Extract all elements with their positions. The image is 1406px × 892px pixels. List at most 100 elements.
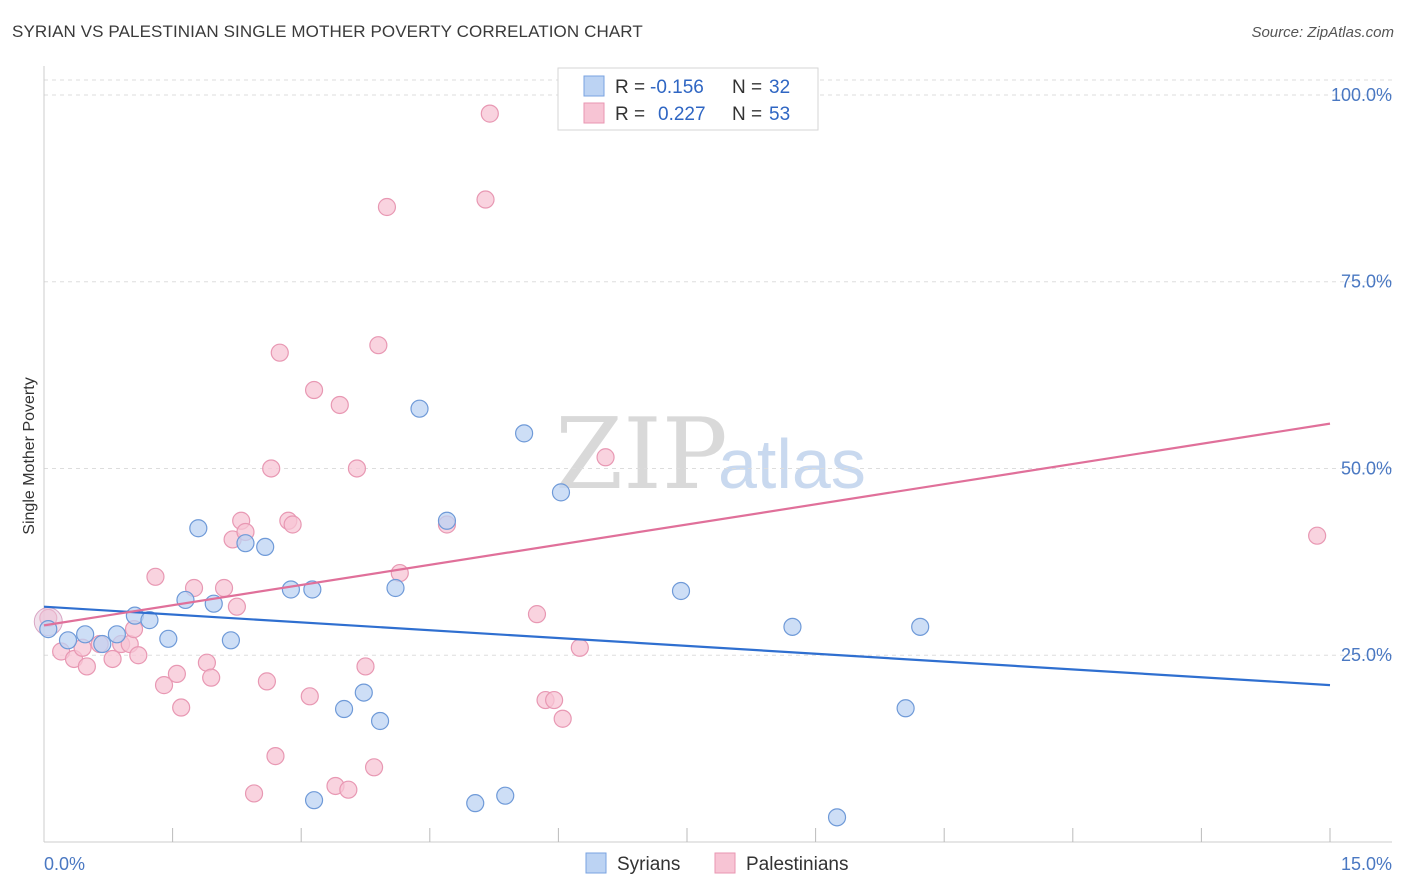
palestinians-point: [356, 657, 375, 676]
chart-title: SYRIAN VS PALESTINIAN SINGLE MOTHER POVE…: [12, 22, 643, 41]
y-axis-label: Single Mother Poverty: [21, 377, 38, 534]
syrians-point: [911, 617, 930, 636]
syrians-point: [140, 611, 159, 630]
palestinians-point: [214, 578, 234, 598]
legend-n-value-palestinians: 53: [769, 104, 790, 125]
palestinians-point: [283, 515, 302, 534]
syrians-points: [39, 399, 930, 827]
palestinians-point: [369, 336, 388, 355]
palestinians-point: [146, 567, 165, 586]
palestinians-point: [364, 758, 384, 777]
syrians-point: [354, 683, 373, 702]
series-legend-swatch-syrians: [585, 852, 607, 874]
legend-r-label-palestinians: R =: [615, 104, 645, 125]
syrians-point: [896, 699, 915, 718]
palestinians-point: [77, 657, 96, 676]
legend-r-value-palestinians: 0.227: [658, 104, 706, 125]
syrians-point: [236, 534, 255, 553]
trend-lines: [43, 422, 1331, 687]
syrians-point: [334, 699, 354, 719]
syrians-point: [466, 794, 485, 813]
palestinians-point: [202, 668, 221, 687]
y-tick-label: 75.0%: [1341, 272, 1392, 292]
syrians-point: [410, 399, 429, 418]
legend-r-value-syrians: -0.156: [650, 77, 704, 98]
syrians-point: [827, 808, 847, 827]
x-tick-label-max: 15.0%: [1341, 854, 1392, 874]
syrians-point: [304, 791, 324, 810]
y-tick-label: 100.0%: [1331, 85, 1392, 105]
syrians-point: [783, 617, 802, 636]
palestinians-point: [300, 687, 319, 706]
syrians-point: [256, 537, 275, 557]
watermark-zip: ZIP: [555, 398, 728, 512]
syrians-point: [93, 634, 112, 654]
palestinians-point: [129, 646, 148, 665]
palestinians-point: [545, 690, 564, 710]
syrians-point: [176, 590, 195, 610]
syrians-point: [107, 625, 126, 644]
legend-swatch-palestinians: [583, 102, 605, 124]
legend-n-label-palestinians: N =: [732, 104, 762, 125]
syrians-point: [159, 629, 178, 648]
axes: [43, 66, 1392, 843]
legend-n-value-syrians: 32: [769, 77, 790, 98]
palestinians-point: [390, 563, 409, 583]
legend-r-label-syrians: R =: [615, 77, 645, 98]
legend-n-label-syrians: N =: [732, 77, 762, 98]
palestinians-point: [197, 653, 216, 672]
syrians-point: [496, 786, 515, 805]
palestinians-point: [480, 104, 499, 123]
palestinians-point: [154, 676, 174, 695]
palestinians-trend-line: [43, 422, 1331, 627]
palestinians-point: [476, 190, 495, 209]
series-legend-swatch-palestinians: [714, 852, 736, 874]
palestinians-point: [527, 605, 547, 624]
palestinians-point: [553, 709, 572, 728]
series-legend: Syrians Palestinians: [585, 852, 848, 875]
palestinians-point: [227, 597, 246, 616]
syrians-point: [76, 625, 95, 644]
syrians-point: [281, 580, 301, 599]
palestinians-point: [103, 649, 122, 669]
y-tick-labels: 25.0% 50.0% 75.0% 100.0%: [1331, 85, 1392, 665]
grid: [44, 79, 1392, 656]
syrians-point: [437, 511, 457, 530]
palestinians-point: [257, 672, 277, 691]
palestinians-point: [304, 380, 324, 400]
y-tick-label: 50.0%: [1341, 458, 1392, 478]
watermark-atlas: atlas: [718, 425, 866, 503]
syrians-point: [671, 581, 691, 601]
palestinians-point: [270, 343, 289, 362]
palestinians-point: [570, 638, 589, 657]
syrians-point: [515, 424, 534, 443]
palestinians-point: [596, 448, 615, 467]
palestinians-point: [266, 746, 285, 766]
syrians-point: [370, 711, 390, 731]
syrians-point: [303, 580, 322, 599]
palestinians-point: [347, 459, 367, 478]
syrians-point: [58, 631, 78, 650]
palestinians-point: [377, 197, 397, 217]
palestinians-points: [33, 104, 1327, 803]
syrians-point: [386, 578, 405, 598]
series-legend-label-syrians: Syrians: [617, 854, 680, 875]
palestinians-point: [167, 664, 186, 684]
syrians-point: [189, 519, 208, 538]
watermark: ZIP atlas: [555, 398, 866, 512]
y-tick-label: 25.0%: [1341, 645, 1392, 665]
syrians-point: [551, 483, 571, 502]
palestinians-point: [1308, 526, 1327, 545]
syrians-trend-line: [43, 605, 1331, 687]
palestinians-point: [330, 395, 349, 415]
x-tick-label-min: 0.0%: [44, 854, 85, 874]
palestinians-point: [172, 698, 191, 717]
source-label: Source: ZipAtlas.com: [1251, 24, 1394, 41]
correlation-legend: R = -0.156 N = 32 R = 0.227 N = 53: [557, 67, 819, 131]
syrians-point: [221, 631, 240, 650]
legend-swatch-syrians: [583, 75, 605, 97]
palestinians-point: [262, 459, 281, 478]
series-legend-label-palestinians: Palestinians: [746, 854, 848, 875]
palestinians-point: [339, 780, 358, 799]
